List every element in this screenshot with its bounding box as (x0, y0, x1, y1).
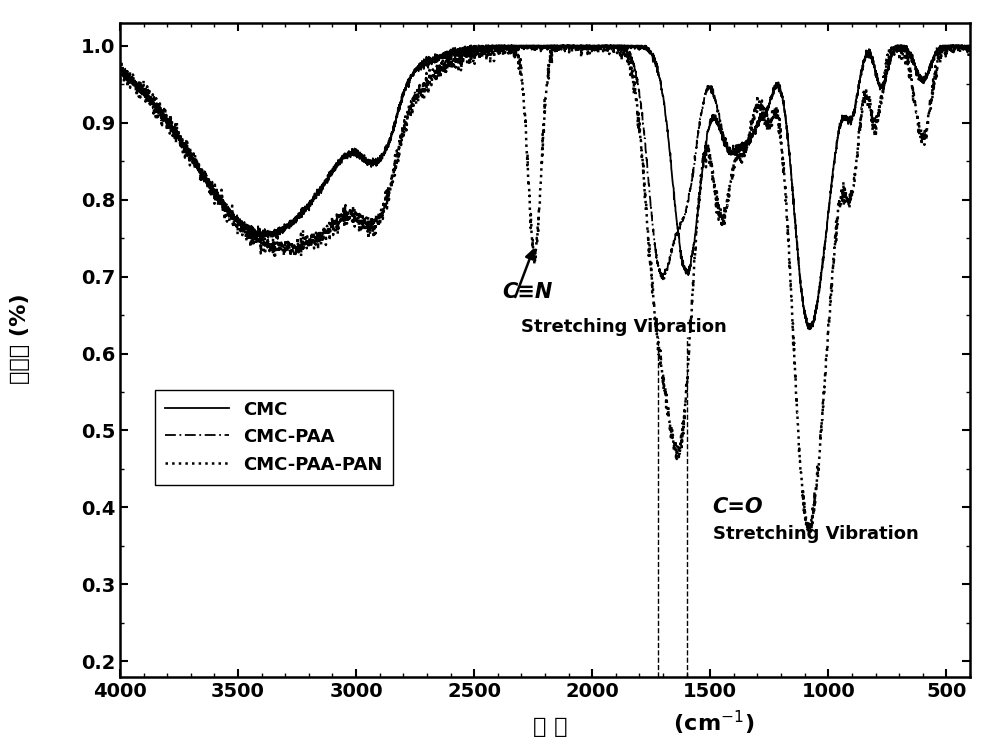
CMC-PAA (216, 197, 228, 206)
CMC (215, 200, 227, 209)
CMC-PAA-PAN (215, 196, 227, 205)
CMC-PAA-PAN (114, 69, 126, 78)
CMC (378, 150, 390, 159)
Line: CMC-PAA: CMC-PAA (120, 46, 970, 329)
Legend: CMC, CMC-PAA, CMC-PAA-PAN: CMC, CMC-PAA, CMC-PAA-PAN (155, 390, 393, 484)
CMC (114, 67, 126, 76)
CMC-PAA-PAN (802, 528, 814, 537)
Text: C=O: C=O (713, 498, 763, 517)
CMC-PAA-PAN (964, 51, 976, 60)
Line: CMC-PAA-PAN: CMC-PAA-PAN (120, 46, 970, 532)
Text: Stretching Vibration: Stretching Vibration (713, 526, 918, 544)
CMC-PAA (804, 325, 816, 334)
CMC (470, 41, 482, 50)
CMC-PAA (378, 147, 390, 156)
CMC-PAA (964, 44, 976, 53)
CMC-PAA-PAN (378, 205, 390, 214)
CMC (803, 325, 815, 334)
Text: 波 数: 波 数 (533, 717, 567, 737)
CMC-PAA (114, 71, 126, 80)
CMC-PAA (215, 195, 227, 204)
Text: C≡N: C≡N (502, 282, 553, 302)
CMC-PAA-PAN (168, 120, 180, 129)
CMC (701, 127, 713, 136)
CMC (216, 198, 228, 207)
CMC (168, 126, 180, 135)
Text: (cm$^{-1}$): (cm$^{-1}$) (666, 708, 754, 737)
CMC-PAA-PAN (771, 110, 783, 119)
CMC-PAA (701, 80, 713, 89)
Line: CMC: CMC (120, 46, 970, 329)
Text: 透过率 (%): 透过率 (%) (10, 293, 30, 384)
CMC-PAA-PAN (216, 190, 228, 199)
CMC (964, 41, 976, 50)
CMC-PAA (771, 83, 783, 92)
CMC-PAA-PAN (466, 41, 478, 50)
Text: Stretching Vibration: Stretching Vibration (521, 317, 727, 335)
CMC-PAA-PAN (701, 146, 713, 155)
CMC (771, 83, 783, 92)
CMC-PAA (168, 129, 180, 138)
CMC-PAA (464, 41, 476, 50)
